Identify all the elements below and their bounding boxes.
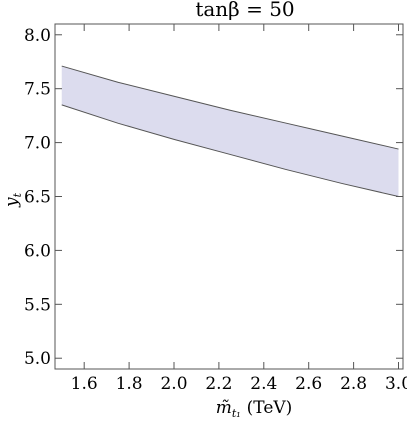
y-tick-label: 7.0 <box>24 134 51 154</box>
x-axis-label-subscript: t₁ <box>232 407 241 420</box>
x-tick-label: 1.8 <box>116 374 143 394</box>
plot-frame <box>54 23 404 370</box>
y-axis-label: yt <box>2 192 24 208</box>
band-group <box>61 65 399 197</box>
x-tick-label: 2.8 <box>340 374 367 394</box>
x-tick-label: 2.6 <box>295 374 322 394</box>
y-tick-label: 6.5 <box>24 188 51 208</box>
x-tick-label: 3.0 <box>385 374 407 394</box>
y-tick-label: 5.0 <box>24 349 51 369</box>
y-axis-label-symbol: y <box>2 197 22 208</box>
x-axis-label: m̃t₁ (TeV) <box>216 398 293 420</box>
band-upper-edge <box>61 65 399 150</box>
x-tick-label: 1.6 <box>71 374 98 394</box>
chart-title: tanβ = 50 <box>195 0 294 21</box>
x-axis-label-unit: (TeV) <box>247 398 293 418</box>
y-axis-ticks: 5.0 5.5 6.0 6.5 7.0 7.5 8.0 <box>24 26 403 369</box>
y-tick-label: 5.5 <box>24 295 51 315</box>
y-tick-label: 6.0 <box>24 241 51 261</box>
allowed-band <box>61 66 399 197</box>
y-tick-label: 7.5 <box>24 80 51 100</box>
x-axis-label-symbol: m̃ <box>216 398 232 418</box>
x-tick-label: 2.4 <box>250 374 277 394</box>
y-axis-label-subscript: t <box>11 192 24 197</box>
x-tick-label: 2.0 <box>160 374 187 394</box>
band-lower-edge <box>61 104 399 197</box>
y-tick-label: 8.0 <box>24 26 51 46</box>
x-axis-ticks: 1.6 1.8 2.0 2.2 2.4 2.6 2.8 3.0 <box>71 24 407 394</box>
x-tick-label: 2.2 <box>205 374 232 394</box>
